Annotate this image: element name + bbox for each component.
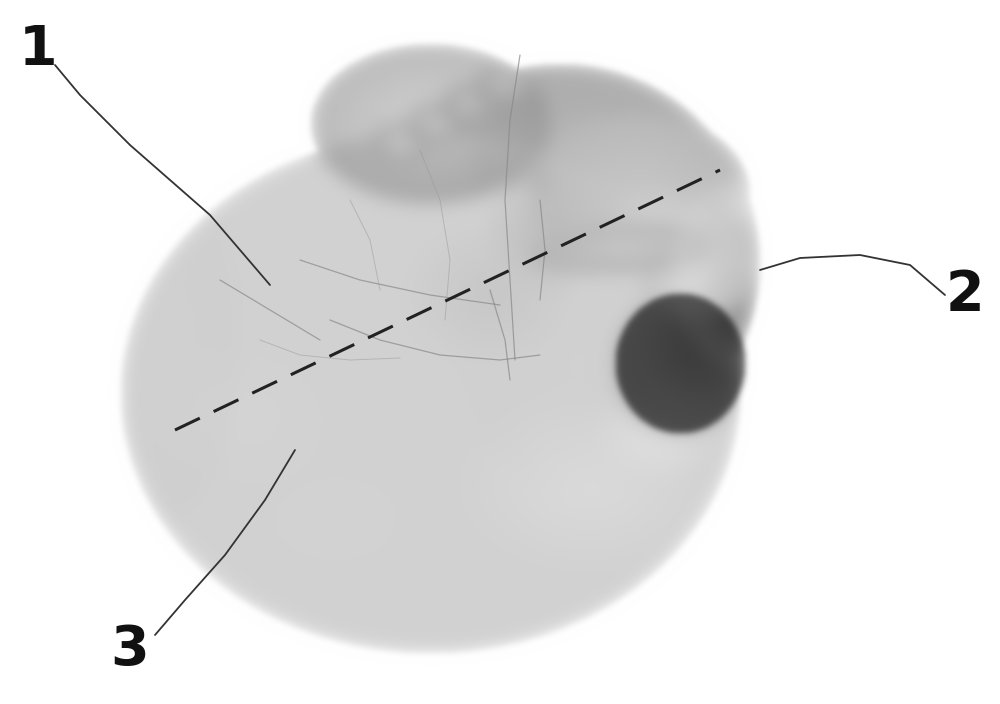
Text: 1: 1	[19, 23, 57, 77]
Text: 2: 2	[946, 268, 984, 322]
Text: 3: 3	[111, 623, 149, 677]
